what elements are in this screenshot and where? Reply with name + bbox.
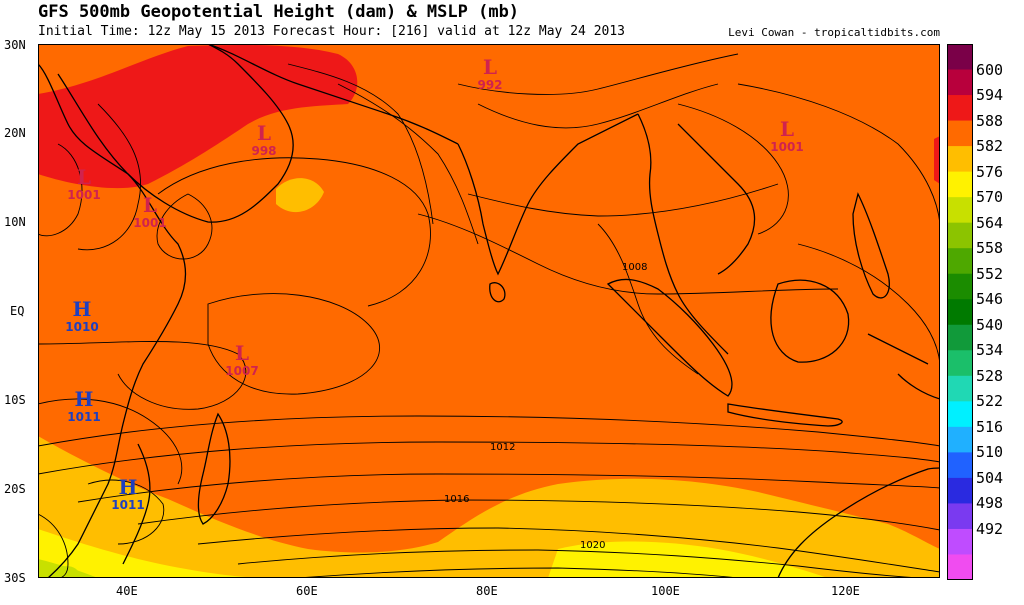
color-scale-bar — [947, 44, 973, 580]
height-field-570b — [548, 541, 828, 578]
color-scale-swatch — [947, 44, 973, 71]
lon-label-60e: 60E — [296, 584, 318, 598]
color-scale-swatch — [947, 528, 973, 555]
high-pressure-symbol: H — [119, 475, 138, 499]
low-pressure-symbol: L — [77, 165, 91, 189]
low-pressure-symbol: L — [483, 55, 497, 79]
isobar-label: 1020 — [580, 540, 605, 551]
pressure-center-value: 1011 — [111, 498, 144, 512]
isobar-labels: 1008 1012 1016 1020 — [444, 262, 647, 551]
high-pressure-symbol: H — [73, 297, 92, 321]
color-scale-swatch — [947, 69, 973, 96]
lon-label-120e: 120E — [831, 584, 860, 598]
color-scale-label: 540 — [976, 315, 1004, 334]
pressure-center-value: 998 — [251, 144, 276, 158]
isobar-label: 1016 — [444, 494, 469, 505]
color-scale-swatch — [947, 324, 973, 351]
low-pressure-symbol: L — [780, 117, 794, 141]
low-pressure-symbol: L — [257, 121, 271, 145]
color-scale-swatch — [947, 503, 973, 530]
pressure-center-value: 1001 — [67, 188, 100, 202]
pressure-center-value: 1001 — [133, 216, 166, 230]
map-panel: L 992 L 998 L 1001 L 1001 L 1001 L 1007 H 1010 H 1011 H 1… — [38, 44, 940, 578]
color-scale-label: 594 — [976, 86, 1004, 105]
color-scale-swatch — [947, 222, 973, 249]
lat-label-20s: 20S — [4, 482, 26, 496]
color-scale-swatch — [947, 197, 973, 224]
color-scale-swatch — [947, 95, 973, 122]
high-pressure-symbol: H — [75, 387, 94, 411]
color-scale-swatch — [947, 273, 973, 300]
color-scale-swatch — [947, 426, 973, 453]
pressure-center-value: 1011 — [67, 410, 100, 424]
color-scale-label: 498 — [976, 494, 1004, 513]
chart-subtitle: Initial Time: 12z May 15 2013 Forecast H… — [38, 24, 625, 39]
lat-label-30n: 30N — [4, 38, 26, 52]
color-scale-swatch — [947, 171, 973, 198]
height-field-570 — [38, 529, 268, 578]
lat-label-eq: EQ — [10, 304, 25, 318]
isobar-label: 1008 — [622, 262, 647, 273]
lon-label-100e: 100E — [651, 584, 680, 598]
color-scale-label: 534 — [976, 341, 1004, 360]
color-scale-swatch — [947, 120, 973, 147]
height-field-588-east — [934, 136, 940, 184]
isobar-label: 1012 — [490, 442, 515, 453]
chart-title: GFS 500mb Geopotential Height (dam) & MS… — [38, 2, 520, 22]
color-scale-swatch — [947, 477, 973, 504]
pressure-center-value: 1010 — [65, 320, 98, 334]
color-scale-label: 522 — [976, 392, 1004, 411]
color-scale-label: 504 — [976, 468, 1004, 487]
color-scale-swatch — [947, 554, 973, 580]
height-field-576 — [38, 436, 940, 578]
color-scale-swatch — [947, 375, 973, 402]
color-scale-swatch — [947, 299, 973, 326]
lat-label-10s: 10S — [4, 393, 26, 407]
lat-label-30s: 30S — [4, 571, 26, 585]
pressure-center-value: 1001 — [770, 140, 803, 154]
color-scale-label: 564 — [976, 213, 1004, 232]
color-scale-swatch — [947, 401, 973, 428]
color-scale-label: 600 — [976, 60, 1004, 79]
height-field-564b — [58, 566, 82, 578]
color-scale-swatch — [947, 452, 973, 479]
lon-label-40e: 40E — [116, 584, 138, 598]
forecast-map: L992L998L1001L1001L1001L1007H1010H1011H1… — [38, 44, 940, 578]
coastlines — [38, 44, 940, 578]
height-field-588 — [38, 44, 358, 189]
color-scale-label: 576 — [976, 162, 1004, 181]
color-scale-swatch — [947, 350, 973, 377]
color-scale-label: 510 — [976, 443, 1004, 462]
color-scale-label: 582 — [976, 137, 1004, 156]
low-pressure-symbol: L — [235, 341, 249, 365]
color-scale-swatch — [947, 146, 973, 173]
color-scale-label: 546 — [976, 290, 1004, 309]
credit-text: Levi Cowan - tropicaltidbits.com — [728, 26, 940, 39]
color-scale-label: 552 — [976, 264, 1004, 283]
color-scale-label: 588 — [976, 111, 1004, 130]
color-scale-label: 570 — [976, 188, 1004, 207]
color-scale-label: 516 — [976, 417, 1004, 436]
lat-label-20n: 20N — [4, 126, 26, 140]
color-scale-label: 558 — [976, 239, 1004, 258]
color-scale-label: 492 — [976, 519, 1004, 538]
height-field-576-patch — [276, 178, 324, 213]
lat-label-10n: 10N — [4, 215, 26, 229]
pressure-centers: L992L998L1001L1001L1001L1007H1010H1011H1… — [65, 55, 803, 512]
isobars — [38, 53, 940, 578]
color-scale-label: 528 — [976, 366, 1004, 385]
color-scale-swatch — [947, 248, 973, 275]
low-pressure-symbol: L — [143, 193, 157, 217]
pressure-center-value: 1007 — [225, 364, 258, 378]
pressure-center-value: 992 — [477, 78, 502, 92]
lon-label-80e: 80E — [476, 584, 498, 598]
